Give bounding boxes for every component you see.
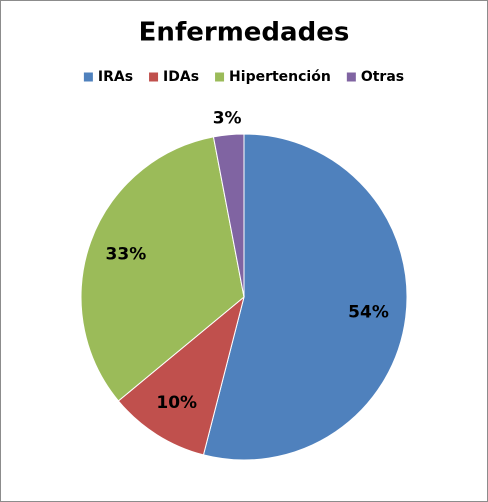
legend-label: IDAs bbox=[163, 69, 199, 85]
legend-swatch bbox=[215, 72, 225, 82]
legend-swatch bbox=[346, 72, 356, 82]
value-label: 54% bbox=[348, 303, 389, 323]
legend-label: IRAs bbox=[98, 69, 133, 85]
chart-title: Enfermedades bbox=[139, 18, 350, 48]
pie-slice bbox=[212, 133, 245, 298]
legend-label: Hipertención bbox=[229, 69, 331, 85]
pie-slice bbox=[202, 133, 408, 461]
legend-swatch bbox=[149, 72, 159, 82]
pie-slice bbox=[117, 295, 245, 456]
value-label: 10% bbox=[156, 393, 197, 413]
pie-slice bbox=[80, 136, 245, 402]
legend-swatch bbox=[83, 72, 93, 82]
value-label: 33% bbox=[106, 244, 147, 264]
value-label: 3% bbox=[213, 108, 242, 128]
legend-label: Otras bbox=[361, 69, 404, 85]
